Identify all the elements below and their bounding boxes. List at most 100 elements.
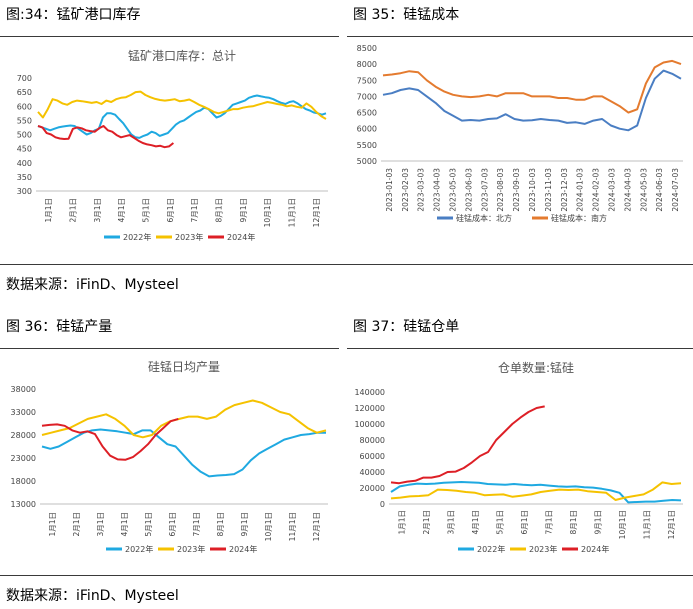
- x-tick-label: 4月1日: [471, 510, 480, 535]
- y-tick-label: 38000: [11, 385, 36, 394]
- x-tick-label: 4月1日: [117, 198, 126, 223]
- x-tick-label: 8月1日: [215, 198, 224, 223]
- x-tick-label: 2024-01-03: [576, 168, 585, 212]
- silicomanganese-cost-chart: 5000 5500 6000 6500 7000 7500 8000 8500 2023-01-…: [357, 44, 683, 223]
- x-tick-label: 5月1日: [144, 512, 153, 537]
- x-tick-label: 11月1日: [288, 198, 297, 227]
- series-line: [390, 405, 545, 485]
- figure-37-caption: 图 37：硅锰仓单: [353, 319, 460, 335]
- legend-label: 2022年: [123, 232, 151, 242]
- silicomanganese-daily-output-chart: 硅锰日均产量 13000 18000 23000 28000 33000 38000 1月1日…: [11, 359, 328, 554]
- series-line: [37, 90, 327, 120]
- x-tick-label: 4月1日: [120, 512, 129, 537]
- x-tick-label: 2月1日: [422, 510, 431, 535]
- legend-label: 2024年: [227, 232, 255, 242]
- y-tick-label: 400: [17, 159, 32, 168]
- x-tick-label: 3月1日: [446, 510, 455, 535]
- x-tick-label: 2024-07-03: [671, 168, 680, 212]
- x-tick-label: 1月1日: [44, 198, 53, 223]
- y-tick-label: 120000: [354, 404, 385, 413]
- divider: [0, 264, 693, 265]
- manganese-port-inventory-chart: 锰矿港口库存：总计 300 350 400 450 500 550 600 650 700 1月1日…: [17, 48, 328, 242]
- series-line: [390, 481, 682, 504]
- y-tick-label: 8000: [357, 60, 377, 69]
- x-tick-label: 8月1日: [569, 510, 578, 535]
- y-tick-label: 0: [380, 500, 385, 509]
- x-tick-label: 12月1日: [312, 198, 321, 227]
- x-tick-label: 6月1日: [166, 198, 175, 223]
- legend-label: 2023年: [175, 232, 203, 242]
- y-tick-label: 23000: [11, 454, 36, 463]
- x-tick-label: 1月1日: [397, 510, 406, 535]
- x-tick-label: 3月1日: [93, 198, 102, 223]
- legend-label: 2023年: [529, 544, 557, 554]
- y-tick-label: 6000: [357, 125, 377, 134]
- x-tick-label: 2024-02-03: [592, 168, 601, 212]
- series-line: [37, 125, 175, 149]
- figure-34-caption: 图:34：锰矿港口库存: [6, 7, 141, 23]
- y-tick-label: 18000: [11, 477, 36, 486]
- x-tick-label: 2024-03-03: [607, 168, 616, 212]
- x-tick-label: 6月1日: [168, 512, 177, 537]
- data-source-note: 数据来源：iFinD、Mysteel: [6, 277, 179, 293]
- x-tick-label: 2023-08-03: [496, 168, 505, 212]
- x-tick-label: 8月1日: [216, 512, 225, 537]
- legend-label: 2022年: [477, 544, 505, 554]
- chart-title: 硅锰日均产量: [148, 359, 220, 374]
- x-tick-label: 9月1日: [240, 512, 249, 537]
- divider: [0, 575, 693, 576]
- series-line: [382, 59, 682, 114]
- x-tick-label: 7月1日: [190, 198, 199, 223]
- y-tick-label: 600: [17, 102, 32, 111]
- legend-label: 2023年: [177, 544, 205, 554]
- x-tick-label: 12月1日: [312, 512, 321, 541]
- x-tick-label: 7月1日: [192, 512, 201, 537]
- x-tick-label: 11月1日: [642, 510, 651, 539]
- legend-label: 2024年: [581, 544, 609, 554]
- x-tick-label: 5月1日: [142, 198, 151, 223]
- x-tick-label: 11月1日: [288, 512, 297, 541]
- chart-title: 仓单数量:锰硅: [498, 360, 574, 375]
- divider: [347, 348, 693, 349]
- x-tick-label: 2024-04-03: [623, 168, 632, 212]
- divider: [0, 36, 339, 37]
- series-line: [37, 94, 327, 139]
- x-tick-label: 12月1日: [667, 510, 676, 539]
- x-tick-label: 9月1日: [593, 510, 602, 535]
- x-tick-label: 2024-05-03: [639, 168, 648, 212]
- x-tick-label: 2023-05-03: [449, 168, 458, 212]
- x-tick-label: 10月1日: [618, 510, 627, 539]
- series-line: [41, 428, 326, 478]
- legend-label: 硅锰成本：北方: [456, 213, 512, 223]
- series-line: [41, 417, 179, 461]
- silicomanganese-warehouse-receipts-chart: 仓单数量:锰硅 0 20000 40000 60000 80000 100000 120000…: [354, 360, 683, 554]
- y-tick-label: 7000: [357, 92, 377, 101]
- x-tick-label: 2023-04-03: [433, 168, 442, 212]
- y-tick-label: 40000: [360, 468, 385, 477]
- chart-title: 锰矿港口库存：总计: [128, 48, 236, 63]
- x-tick-label: 10月1日: [263, 198, 272, 227]
- y-tick-label: 13000: [11, 500, 36, 509]
- divider: [0, 348, 339, 349]
- data-source-note: 数据来源：iFinD、Mysteel: [6, 588, 179, 604]
- x-tick-label: 2023-03-03: [417, 168, 426, 212]
- x-tick-label: 10月1日: [264, 512, 273, 541]
- y-tick-label: 7500: [357, 76, 377, 85]
- y-tick-label: 140000: [354, 388, 385, 397]
- y-tick-label: 8500: [357, 44, 377, 53]
- y-tick-label: 60000: [360, 452, 385, 461]
- figure-36-caption: 图 36：硅锰产量: [6, 319, 113, 335]
- x-tick-label: 7月1日: [544, 510, 553, 535]
- x-tick-label: 2023-10-03: [528, 168, 537, 212]
- figure-35-caption: 图 35：硅锰成本: [353, 7, 460, 23]
- x-tick-label: 2月1日: [69, 198, 78, 223]
- x-tick-label: 5月1日: [495, 510, 504, 535]
- y-tick-label: 5500: [357, 141, 377, 150]
- series-line: [41, 399, 327, 439]
- y-tick-label: 550: [17, 116, 32, 125]
- legend-label: 硅锰成本：南方: [551, 213, 607, 223]
- series-line: [382, 69, 682, 132]
- y-tick-label: 500: [17, 131, 32, 140]
- y-tick-label: 450: [17, 145, 32, 154]
- x-tick-label: 2023-12-03: [560, 168, 569, 212]
